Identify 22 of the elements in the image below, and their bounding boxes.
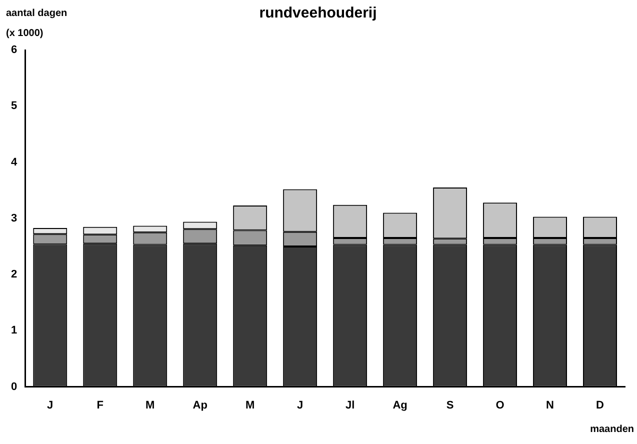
y-tick-label: 3 [10,212,18,224]
chart-title: rundveehouderij [259,4,377,22]
x-tick-label: M [245,399,255,412]
y-axis-title: aantal dagen (x 1000) [6,8,68,39]
x-axis-title: maanden [590,424,634,435]
y-tick-label: 2 [10,268,18,281]
x-tick-label: Jl [345,399,355,412]
y-tick-label: 0 [10,380,18,393]
y-tick-label: 6 [10,44,18,56]
y-tick-label: 1 [10,324,18,337]
x-tick-label: Ap [192,399,208,412]
x-tick-label: N [546,399,554,412]
x-tick-label: F [96,399,104,412]
y-tick-label: 4 [10,156,18,168]
y-tick-label: 5 [10,100,18,112]
x-tick-label: J [297,399,304,412]
x-tick-label: O [496,399,505,412]
x-tick-label: J [47,399,54,412]
x-tick-label: D [596,399,604,412]
x-tick-label: M [146,399,155,412]
x-tick-label: Ag [392,399,408,412]
x-tick-label: S [446,399,454,412]
